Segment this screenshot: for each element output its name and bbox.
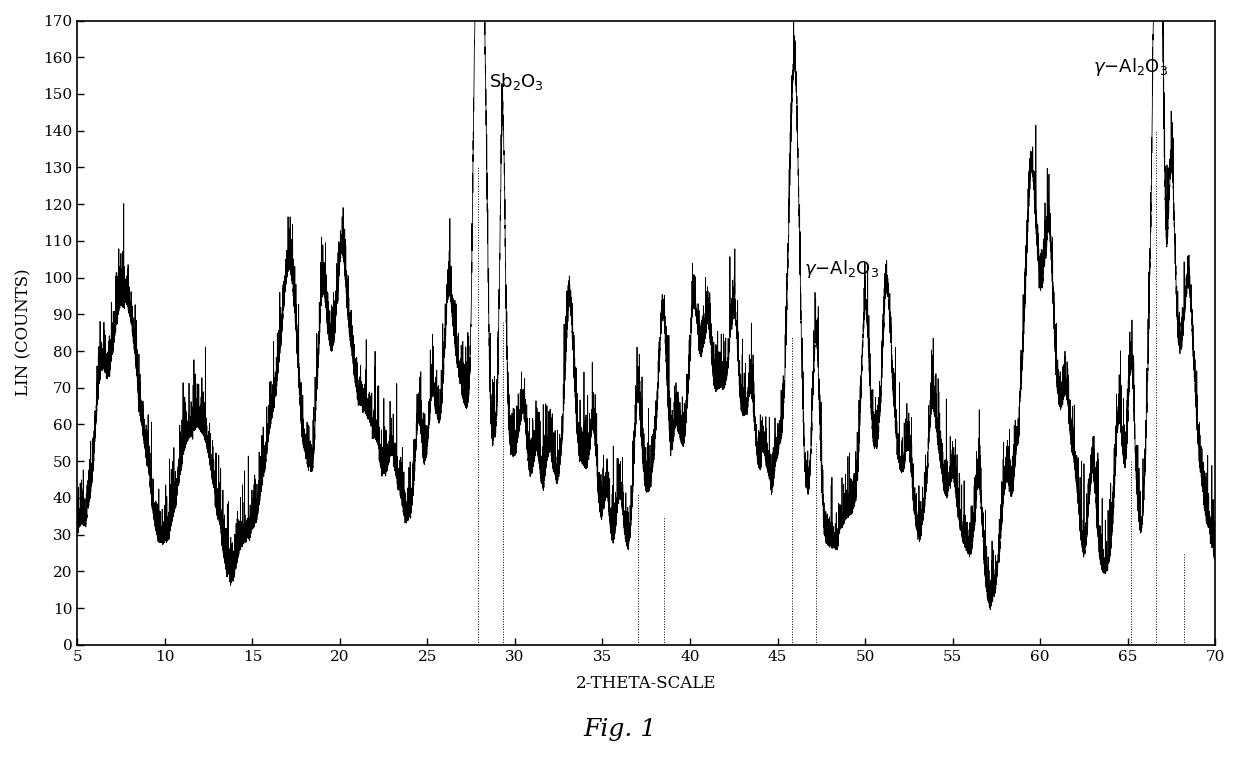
Y-axis label: LIN (COUNTS): LIN (COUNTS) (15, 269, 32, 397)
X-axis label: 2-THETA-SCALE: 2-THETA-SCALE (577, 675, 717, 692)
Text: $\gamma\mathrm{-Al_2O_3}$: $\gamma\mathrm{-Al_2O_3}$ (1092, 56, 1168, 78)
Text: $\gamma\mathrm{-Al_2O_3}$: $\gamma\mathrm{-Al_2O_3}$ (804, 258, 879, 280)
Text: $\mathrm{Sb_2O_3}$: $\mathrm{Sb_2O_3}$ (489, 71, 543, 92)
Text: Fig. 1: Fig. 1 (583, 718, 657, 741)
